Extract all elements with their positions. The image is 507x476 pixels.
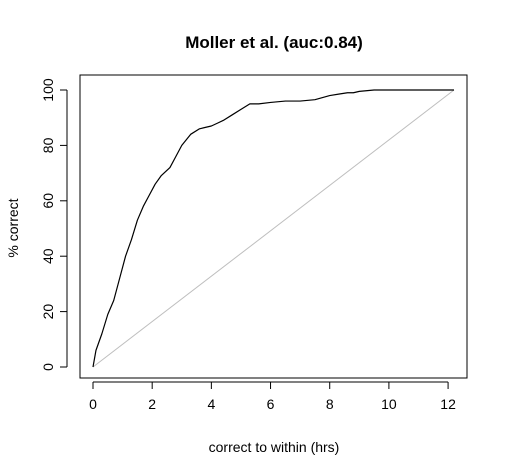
x-axis-label: correct to within (hrs) bbox=[209, 439, 340, 455]
series-line bbox=[92, 89, 454, 368]
y-tick-label: 0 bbox=[40, 363, 56, 371]
y-tick-label: 20 bbox=[40, 304, 56, 320]
reference-diagonal-line bbox=[92, 89, 455, 368]
x-tick-label: 10 bbox=[381, 396, 397, 412]
x-axis: 0 2 4 6 8 10 12 bbox=[89, 381, 456, 412]
plot-frame bbox=[79, 74, 468, 379]
x-tick-label: 12 bbox=[440, 396, 456, 412]
x-tick-label: 8 bbox=[326, 396, 334, 412]
x-tick-label: 2 bbox=[148, 396, 156, 412]
y-tick-label: 80 bbox=[40, 137, 56, 153]
y-tick-label: 60 bbox=[40, 193, 56, 209]
x-tick-label: 6 bbox=[267, 396, 275, 412]
y-tick-label: 100 bbox=[40, 78, 56, 102]
y-tick-label: 40 bbox=[40, 248, 56, 264]
y-axis-label: % correct bbox=[5, 198, 21, 257]
y-axis: 0 20 40 60 80 100 bbox=[40, 78, 68, 371]
chart-title: Moller et al. (auc:0.84) bbox=[185, 33, 363, 52]
plot-layer bbox=[92, 89, 455, 368]
x-tick-label: 4 bbox=[207, 396, 215, 412]
x-tick-label: 0 bbox=[89, 396, 97, 412]
